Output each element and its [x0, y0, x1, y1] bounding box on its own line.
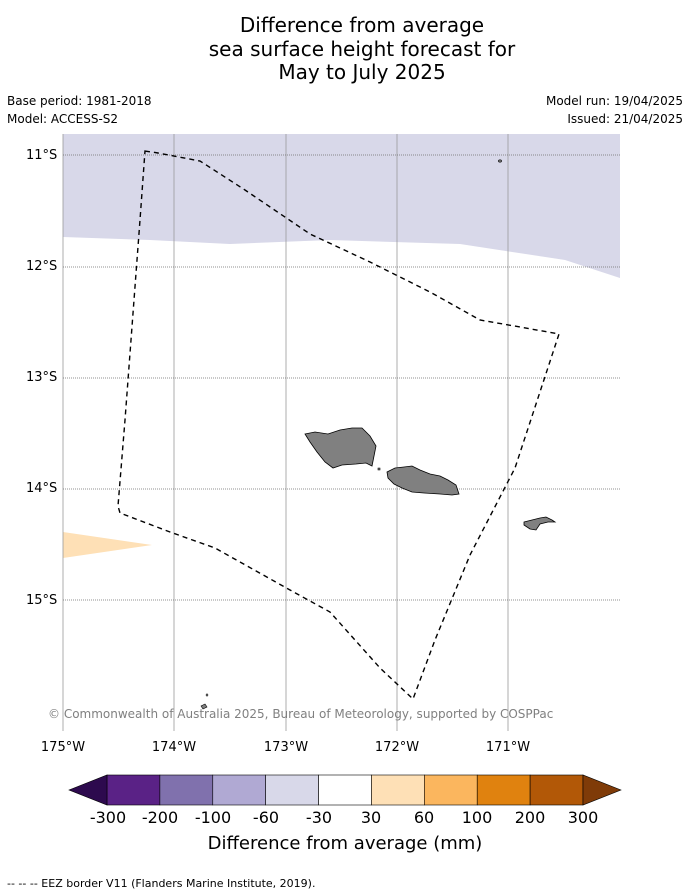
- anomaly-band-positive: [63, 532, 152, 558]
- colorbar-max-arrow: [582, 774, 622, 806]
- lon-label-175w: 175°W: [40, 740, 86, 755]
- island-south: [200, 703, 208, 710]
- title-line-3: May to July 2025: [278, 60, 446, 84]
- title-line-1: Difference from average: [239, 13, 485, 37]
- colorbar-segment: [212, 774, 266, 806]
- colorbar-segment: [424, 774, 478, 806]
- eez-border: [117, 150, 560, 701]
- lat-label-15s: 15°S: [26, 593, 58, 608]
- colorbar-label: Difference from average (mm): [207, 833, 483, 854]
- colorbar-tick: -60: [252, 808, 280, 827]
- island-north: [498, 159, 502, 163]
- issued-date: Issued: 21/04/2025: [567, 112, 683, 126]
- colorbar-tick: -200: [141, 808, 179, 827]
- model-name: Model: ACCESS-S2: [7, 112, 119, 126]
- map-title: Difference from average sea surface heig…: [0, 13, 690, 85]
- colorbar-min-arrow: [68, 774, 108, 806]
- anomaly-band-negative: [63, 134, 620, 278]
- lat-label-14s: 14°S: [26, 481, 58, 496]
- colorbar-segment: [529, 774, 584, 806]
- model-run: Model run: 19/04/2025: [545, 94, 683, 108]
- map-canvas: [62, 134, 620, 731]
- island-savaii: [304, 427, 377, 469]
- colorbar-tick: 300: [567, 808, 599, 827]
- lon-label-171w: 171°W: [485, 740, 531, 755]
- lon-label-173w: 173°W: [263, 740, 309, 755]
- colorbar-tick: 60: [413, 808, 435, 827]
- lat-label-11s: 11°S: [26, 148, 58, 163]
- island-tutuila: [523, 516, 557, 531]
- colorbar-segment: [265, 774, 319, 806]
- colorbar-tick: 100: [461, 808, 493, 827]
- lat-label-13s: 13°S: [26, 370, 58, 385]
- eez-footnote: -- -- -- EEZ border V11 (Flanders Marine…: [7, 877, 316, 890]
- island-manono: [377, 467, 381, 471]
- meridian-gridlines: [62, 134, 509, 731]
- colorbar-segment: [106, 774, 161, 806]
- colorbar-tick: -300: [89, 808, 127, 827]
- base-period: Base period: 1981-2018: [7, 94, 152, 108]
- colorbar-tick: 30: [360, 808, 382, 827]
- colorbar-tick: 200: [514, 808, 546, 827]
- copyright-notice: © Commonwealth of Australia 2025, Bureau…: [48, 707, 554, 721]
- title-line-2: sea surface height forecast for: [208, 36, 516, 61]
- colorbar-segment: [476, 774, 531, 806]
- colorbar-segment: [318, 774, 372, 806]
- lon-label-174w: 174°W: [151, 740, 197, 755]
- colorbar-segment: [371, 774, 425, 806]
- colorbar-tick: -100: [194, 808, 232, 827]
- colorbar-tick: -30: [305, 808, 333, 827]
- colorbar: [68, 774, 622, 806]
- parallel-gridlines: [63, 154, 620, 601]
- colorbar-segment: [159, 774, 214, 806]
- island-upolu: [386, 465, 460, 496]
- lat-label-12s: 12°S: [26, 259, 58, 274]
- lon-label-172w: 172°W: [374, 740, 420, 755]
- island-south-small: [205, 693, 209, 697]
